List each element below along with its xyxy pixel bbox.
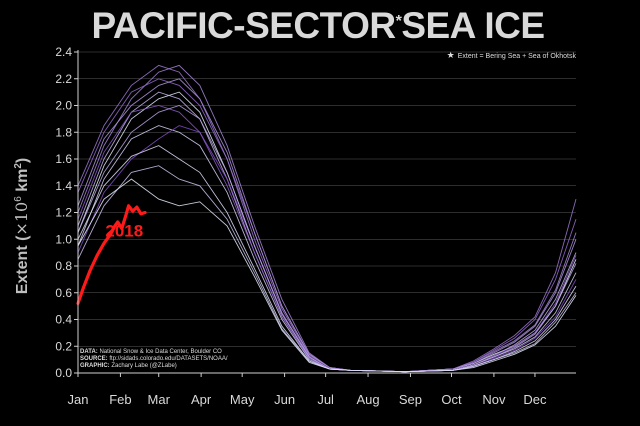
- title-part2: SEA ICE: [401, 5, 544, 46]
- y-tick-label: 1.0: [55, 232, 72, 246]
- climatology-line: [77, 64, 577, 373]
- climatology-line: [77, 165, 577, 373]
- chart-note: ★ Extent = Bering Sea + Sea of Okhotsk: [447, 50, 577, 60]
- y-tick-label: 0.2: [55, 339, 72, 353]
- climatology-line: [77, 125, 577, 373]
- y-axis-label: Extent (×106 km2): [12, 158, 31, 294]
- y-tick-label: 0.4: [55, 313, 72, 327]
- y-tick-label: 0.8: [55, 259, 72, 273]
- label-2018: 2018: [105, 222, 143, 241]
- climatology-line: [77, 78, 577, 373]
- highlight-2018: 2018: [76, 204, 147, 305]
- x-tick-label: Sep: [399, 392, 422, 407]
- y-tick-label: 2.0: [55, 99, 72, 113]
- note-text: Extent = Bering Sea + Sea of Okhotsk: [458, 53, 577, 60]
- title-part1: PACIFIC-SECTOR: [92, 5, 396, 46]
- x-tick-label: Jan: [68, 392, 89, 407]
- x-tick-label: Mar: [148, 392, 171, 407]
- y-tick-label: 2.4: [55, 45, 72, 59]
- climatology-line: [77, 105, 577, 373]
- grid-layer: [78, 51, 576, 374]
- x-tick-label: Jun: [274, 392, 295, 407]
- climatology-lines: [77, 64, 577, 373]
- x-tick-label: Jul: [317, 392, 334, 407]
- x-tick-label: Dec: [523, 392, 547, 407]
- source-credits: DATA: National Snow & Ice Data Center, B…: [80, 349, 228, 369]
- y-tick-label: 1.6: [55, 152, 72, 166]
- note-star: ★: [447, 50, 455, 60]
- climatology-line: [77, 64, 577, 373]
- climatology-line: [77, 178, 577, 373]
- x-tick-label: Oct: [441, 392, 462, 407]
- climatology-line: [77, 105, 577, 373]
- x-tick-label: Apr: [191, 392, 212, 407]
- y-tick-label: 0.0: [55, 366, 72, 380]
- source-line-graphic: GRAPHIC: Zachary Labe (@ZLabe): [80, 363, 177, 369]
- y-tick-label: 0.6: [55, 286, 72, 300]
- x-tick-label: Feb: [109, 392, 131, 407]
- y-tick-label: 2.2: [55, 72, 72, 86]
- chart-title: PACIFIC-SECTOR*SEA ICE: [92, 5, 545, 46]
- axes: 0.0 0.2 0.4 0.6 0.8 1.0 1.2 1.4 1.6 1.8 2.0 2.2 2.4 J…: [55, 45, 576, 407]
- y-tick-label: 1.8: [55, 125, 72, 139]
- source-line-data: DATA: National Snow & Ice Data Center, B…: [80, 349, 222, 355]
- x-tick-label: Aug: [356, 392, 379, 407]
- x-tick-label: May: [230, 392, 255, 407]
- source-line-source: SOURCE: ftp://sidads.colorado.edu/DATASE…: [80, 356, 228, 362]
- y-tick-label: 1.2: [55, 206, 72, 220]
- x-tick-label: Nov: [482, 392, 506, 407]
- title-star: *: [396, 13, 403, 30]
- y-tick-label: 1.4: [55, 179, 72, 193]
- line-2018: [76, 204, 147, 305]
